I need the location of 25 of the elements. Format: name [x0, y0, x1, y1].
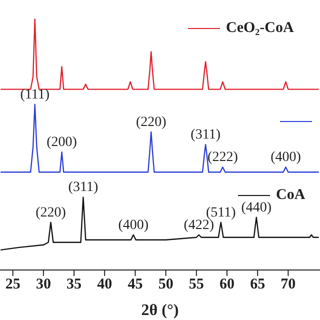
x-tick-label: 25: [5, 276, 20, 293]
x-tick-label: 60: [220, 276, 234, 293]
annotation: (400): [118, 218, 149, 233]
x-tick-label: 30: [36, 276, 51, 293]
annotation: (111): [20, 87, 50, 102]
annotation: (400): [270, 150, 302, 166]
annotation: (200): [46, 135, 78, 150]
x-axis-title: 2θ (°): [141, 302, 179, 319]
annotation: (311): [190, 128, 221, 143]
x-tick-label: 55: [188, 276, 204, 293]
annotation: (511): [206, 205, 236, 220]
annotation: (440): [241, 200, 272, 216]
annotation: (220): [36, 205, 66, 220]
x-tick-label: 70: [280, 276, 296, 293]
annotation: (311): [68, 180, 98, 196]
x-tick-label: 40: [97, 276, 112, 293]
annotation: (422): [184, 218, 214, 233]
legend-label: CeO₂-CoA: [226, 20, 294, 36]
annotation: (220): [136, 114, 167, 130]
legend-label: CoA: [276, 187, 306, 203]
x-tick-label: 50: [158, 276, 174, 293]
annotation: (222): [208, 150, 238, 166]
x-tick-label: 45: [128, 276, 143, 293]
x-tick-label: 35: [66, 276, 82, 293]
x-tick-label: 65: [250, 276, 266, 293]
